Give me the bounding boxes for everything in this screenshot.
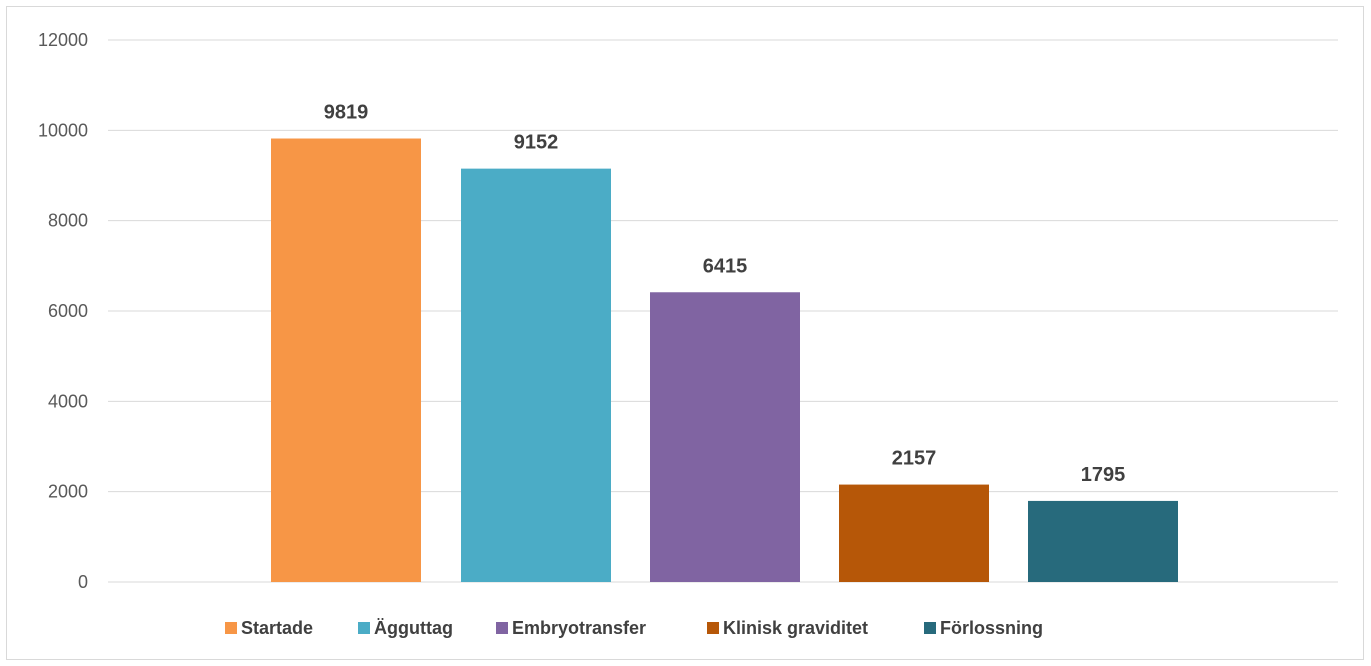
bar-5 (1028, 500, 1178, 582)
y-tick-label: 4000 (48, 391, 88, 411)
bar-4 (839, 484, 989, 582)
legend-label: Embryotransfer (512, 618, 646, 638)
legend-label: Ägguttag (374, 618, 453, 638)
y-tick-label: 6000 (48, 301, 88, 321)
y-tick-label: 8000 (48, 211, 88, 231)
legend-label: Förlossning (940, 618, 1043, 638)
data-label: 9819 (324, 102, 369, 124)
data-label: 2157 (892, 448, 937, 470)
data-label: 1795 (1081, 464, 1126, 486)
y-tick-label: 10000 (38, 120, 88, 140)
legend-label: Startade (241, 618, 313, 638)
legend-swatch (707, 622, 719, 634)
legend-swatch (496, 622, 508, 634)
legend-label: Klinisk graviditet (723, 618, 868, 638)
y-tick-label: 0 (78, 572, 88, 592)
y-tick-label: 2000 (48, 482, 88, 502)
y-tick-label: 12000 (38, 30, 88, 50)
legend-swatch (924, 622, 936, 634)
legend-swatch (358, 622, 370, 634)
bar-1 (271, 138, 421, 583)
bar-2 (461, 168, 611, 582)
bar-3 (650, 292, 800, 582)
legend-swatch (225, 622, 237, 634)
data-label: 9152 (514, 132, 559, 154)
data-label: 6415 (703, 255, 748, 277)
